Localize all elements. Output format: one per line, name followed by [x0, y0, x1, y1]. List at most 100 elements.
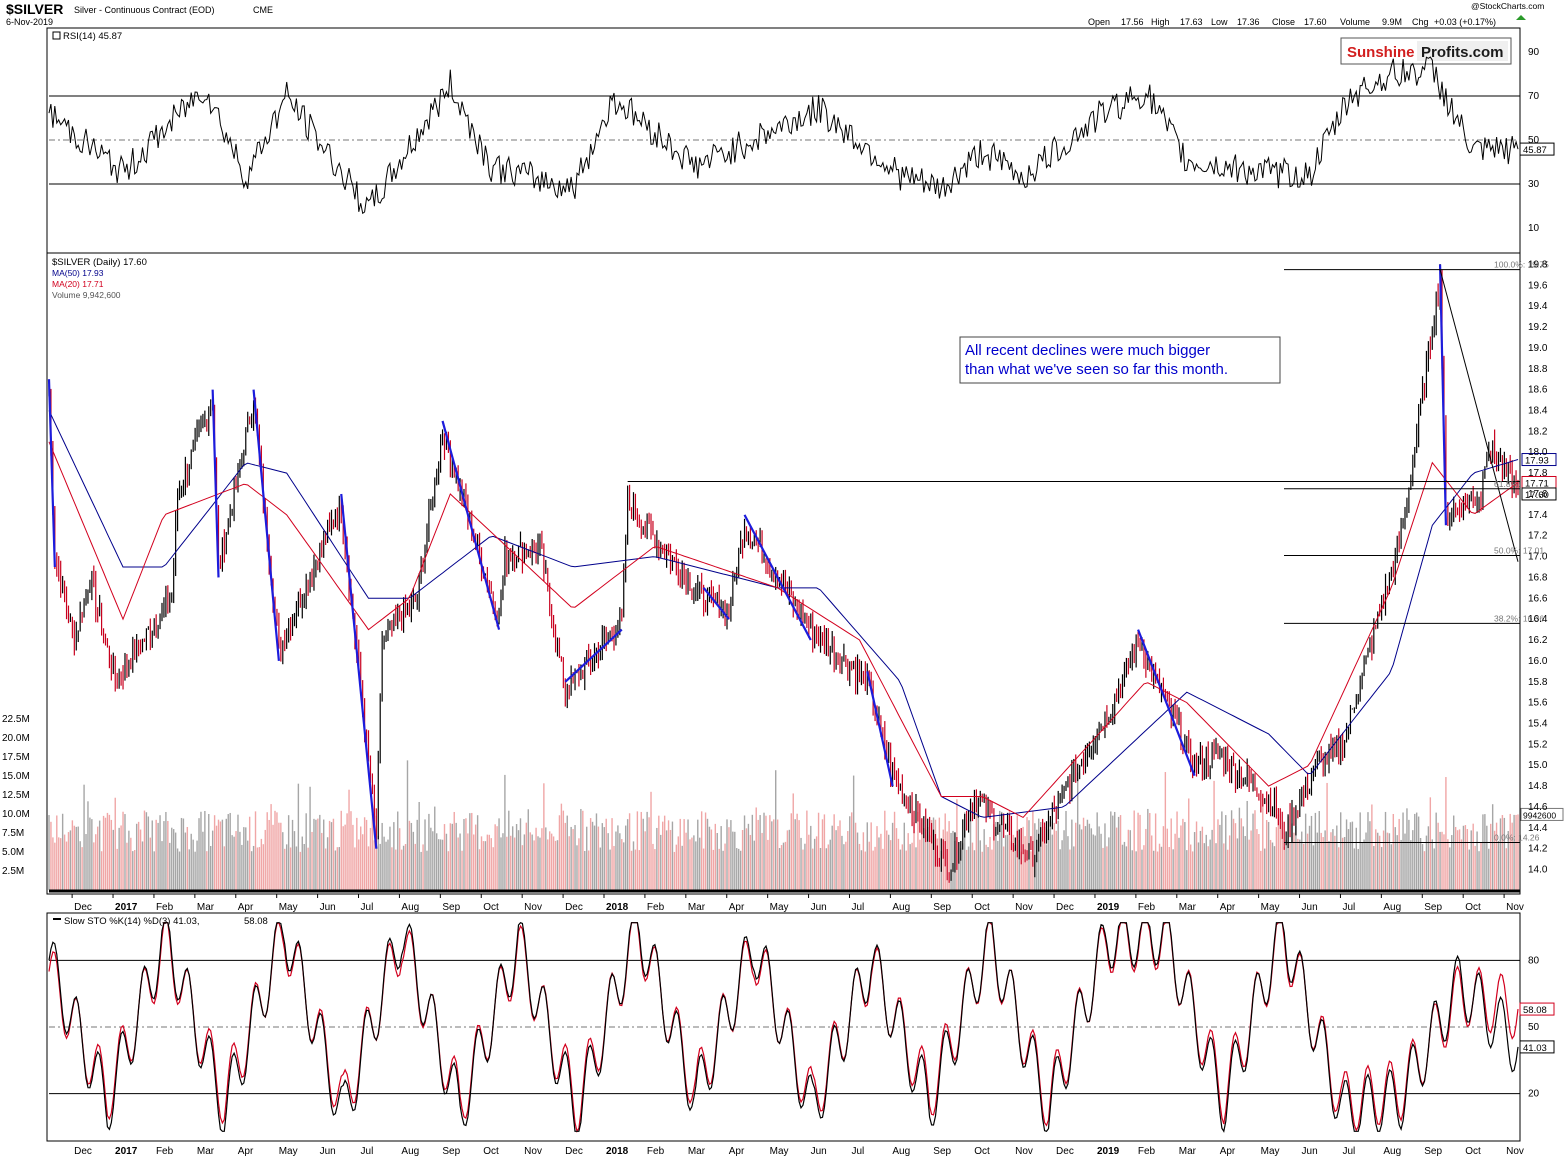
volume-bar	[1008, 810, 1011, 890]
price-axis-label: 17.8	[1528, 468, 1548, 479]
volume-bar	[97, 826, 99, 890]
month-label-price: Mar	[688, 902, 706, 913]
volume-bar	[465, 818, 467, 890]
volume-bar	[171, 827, 173, 890]
volume-bar	[67, 832, 70, 890]
decline-trend-line	[1137, 629, 1196, 777]
volume-bar	[796, 813, 798, 890]
volume-bar	[893, 811, 896, 890]
volume-bar	[1168, 847, 1170, 890]
volume-bar	[280, 822, 282, 890]
volume-bar	[813, 838, 816, 890]
volume-bar	[589, 818, 592, 890]
volume-bar	[284, 848, 286, 890]
volume-axis-label: 15.0M	[2, 771, 30, 782]
volume-bar	[217, 819, 220, 890]
volume-bar	[1454, 826, 1457, 890]
volume-bar	[1326, 782, 1328, 890]
ma20-badge: 17.71	[1525, 478, 1549, 489]
volume-bar	[89, 817, 91, 890]
high-label: High	[1151, 17, 1170, 27]
volume-bar	[535, 827, 537, 890]
volume-bar	[420, 851, 422, 890]
volume-bar	[609, 849, 611, 890]
volume-bar	[697, 819, 699, 890]
volume-bar	[1022, 826, 1024, 890]
volume-bar	[1135, 851, 1137, 890]
volume-bar	[1351, 821, 1354, 890]
volume-bar	[591, 821, 594, 890]
volume-bar	[921, 818, 923, 890]
chart-date: 6-Nov-2019	[6, 17, 53, 27]
volume-bar	[1152, 850, 1155, 890]
volume-bar	[1445, 777, 1447, 890]
volume-bar	[1427, 826, 1430, 890]
sto-axis-label: 20	[1528, 1089, 1540, 1100]
month-label-sto: Jul	[361, 1146, 374, 1157]
volume-bar	[100, 851, 103, 890]
volume-bar	[1041, 840, 1044, 890]
volume-bar	[1431, 839, 1433, 890]
volume-bar	[1180, 825, 1182, 890]
volume-bar	[1258, 833, 1260, 890]
volume-bar	[412, 831, 415, 890]
month-label-sto: Mar	[197, 1146, 215, 1157]
volume-bar	[771, 821, 773, 890]
volume-bar	[377, 835, 379, 890]
volume-bar	[1219, 824, 1221, 890]
volume-bar	[574, 825, 576, 890]
volume-bar	[1287, 816, 1289, 890]
volume-bar	[706, 818, 709, 890]
volume-bar	[1328, 841, 1330, 890]
volume-bar	[210, 846, 212, 890]
volume-bar	[724, 843, 726, 890]
volume-bar	[1392, 813, 1395, 890]
price-panel-frame	[46, 252, 1521, 895]
month-label-sto: 2018	[606, 1146, 629, 1157]
volume-bar	[139, 829, 142, 890]
volume-bar	[508, 810, 510, 890]
volume-bar	[1406, 808, 1408, 890]
volume-bar	[858, 843, 861, 890]
volume-bar	[1398, 818, 1400, 890]
month-label-price: Sep	[1424, 902, 1442, 913]
volume-bar	[323, 819, 325, 890]
volume-bar	[1221, 811, 1223, 890]
ma50-line	[48, 410, 1519, 818]
volume-bar	[1213, 780, 1215, 890]
volume-bar	[1106, 846, 1108, 890]
volume-axis-label: 22.5M	[2, 714, 30, 725]
month-label-price: 2018	[606, 902, 629, 913]
volume-bar	[1149, 813, 1151, 890]
volume-bar	[1466, 829, 1469, 890]
volume-bar	[1394, 827, 1396, 890]
volume-label: Volume	[1340, 17, 1370, 27]
volume-bar	[1063, 830, 1065, 890]
volume-bar	[1511, 822, 1513, 890]
volume-bar	[1018, 839, 1020, 890]
volume-bar	[611, 818, 613, 890]
volume-bar	[1277, 814, 1280, 890]
volume-bar	[428, 813, 430, 890]
volume-bar	[658, 815, 660, 890]
volume-bar	[704, 812, 707, 890]
volume-bar	[1462, 825, 1465, 890]
rsi-layer: 45.87	[48, 56, 1555, 215]
volume-bar	[264, 829, 266, 890]
volume-bar	[1215, 843, 1217, 890]
volume-bar	[1119, 815, 1122, 890]
volume-bar	[786, 830, 789, 890]
price-legend-symbol: $SILVER (Daily) 17.60	[52, 257, 147, 268]
month-label-price: Apr	[729, 902, 745, 913]
volume-bar	[1108, 837, 1110, 890]
volume-bar	[595, 813, 598, 890]
volume-bar	[815, 836, 818, 890]
volume-bar	[1061, 840, 1063, 890]
month-label-price: Jul	[851, 902, 864, 913]
volume-bar	[531, 834, 533, 890]
volume-bar	[1505, 848, 1508, 890]
volume-bar	[200, 811, 202, 890]
volume-bar	[778, 848, 781, 890]
volume-bar	[1137, 812, 1139, 890]
volume-bar	[1250, 830, 1252, 890]
